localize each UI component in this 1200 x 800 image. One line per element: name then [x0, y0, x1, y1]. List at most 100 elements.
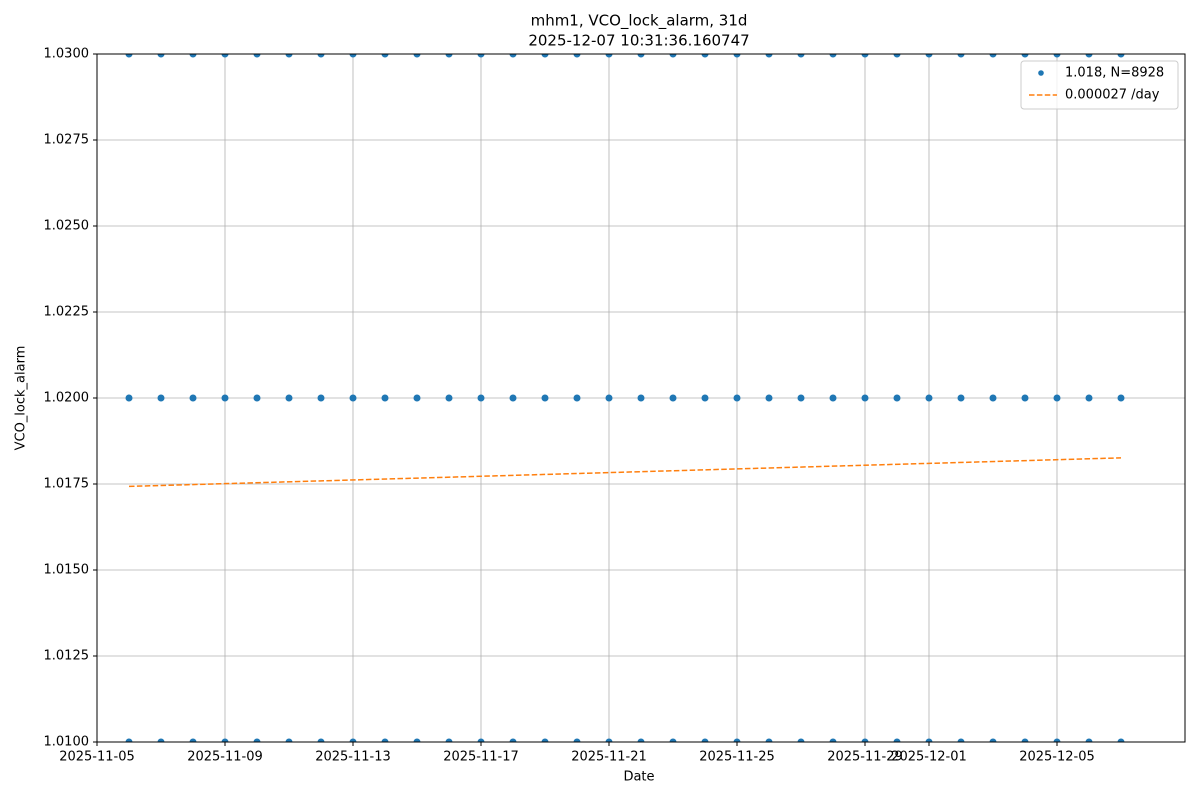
x-tick-label: 2025-12-05	[1019, 750, 1095, 765]
y-tick-label: 1.0175	[44, 477, 90, 492]
data-point	[1021, 54, 1029, 58]
data-point	[957, 394, 965, 402]
data-point	[989, 738, 997, 742]
data-point	[381, 394, 389, 402]
legend-box	[1020, 60, 1179, 110]
y-tick-label: 1.0125	[44, 649, 90, 664]
data-point	[125, 394, 133, 402]
x-axis-label: Date	[623, 770, 654, 785]
data-point	[189, 54, 197, 58]
data-point	[733, 54, 741, 58]
data-point	[765, 394, 773, 402]
plot-area	[125, 54, 1125, 742]
data-point	[637, 394, 645, 402]
data-point	[221, 394, 229, 402]
data-point	[701, 394, 709, 402]
data-point	[285, 394, 293, 402]
data-point	[509, 394, 517, 402]
y-tick-label: 1.0150	[44, 563, 90, 578]
data-point	[189, 738, 197, 742]
data-point	[1021, 394, 1029, 402]
data-point	[541, 54, 549, 58]
data-point	[157, 394, 165, 402]
data-point	[221, 54, 229, 58]
data-point	[573, 54, 581, 58]
data-point	[445, 54, 453, 58]
y-axis-label: VCO_lock_alarm	[14, 346, 29, 451]
data-point	[381, 54, 389, 58]
y-tick-label: 1.0200	[44, 391, 90, 406]
data-point	[541, 738, 549, 742]
y-tick-label: 1.0250	[44, 219, 90, 234]
data-point	[157, 738, 165, 742]
data-point	[413, 738, 421, 742]
data-point	[1117, 54, 1125, 58]
chart-title: mhm1, VCO_lock_alarm, 31d	[531, 12, 748, 31]
data-point	[1117, 738, 1125, 742]
data-point	[349, 394, 357, 402]
data-point	[925, 738, 933, 742]
data-point	[349, 738, 357, 742]
x-tick-label: 2025-12-01	[891, 750, 967, 765]
data-point	[989, 54, 997, 58]
data-point	[637, 738, 645, 742]
data-point	[957, 738, 965, 742]
data-point	[797, 54, 805, 58]
data-point	[861, 54, 869, 58]
data-point	[125, 54, 133, 58]
legend-label: 1.018, N=8928	[1065, 66, 1164, 81]
data-point	[669, 54, 677, 58]
data-point	[317, 54, 325, 58]
data-point	[669, 738, 677, 742]
data-point	[925, 394, 933, 402]
legend-label: 0.000027 /day	[1065, 88, 1160, 103]
data-point	[317, 738, 325, 742]
data-point	[157, 54, 165, 58]
y-tick-label: 1.0275	[44, 133, 90, 148]
data-point	[1085, 54, 1093, 58]
data-point	[253, 54, 261, 58]
data-point	[893, 394, 901, 402]
x-tick-label: 2025-11-05	[59, 750, 135, 765]
data-point	[285, 738, 293, 742]
data-point	[509, 54, 517, 58]
data-point	[1085, 738, 1093, 742]
data-point	[1021, 738, 1029, 742]
y-tick-label: 1.0225	[44, 305, 90, 320]
data-point	[765, 54, 773, 58]
data-point	[285, 54, 293, 58]
data-point	[829, 394, 837, 402]
data-point	[445, 738, 453, 742]
data-point	[701, 738, 709, 742]
data-point	[733, 394, 741, 402]
data-point	[541, 394, 549, 402]
data-point	[637, 54, 645, 58]
data-point	[1053, 54, 1061, 58]
data-point	[509, 738, 517, 742]
data-point	[445, 394, 453, 402]
data-point	[861, 738, 869, 742]
data-point	[413, 54, 421, 58]
data-point	[765, 738, 773, 742]
data-point	[605, 394, 613, 402]
y-tick-label: 1.0100	[44, 735, 90, 750]
data-point	[253, 738, 261, 742]
data-point	[829, 738, 837, 742]
data-point	[797, 394, 805, 402]
x-tick-label: 2025-11-25	[699, 750, 775, 765]
data-point	[349, 54, 357, 58]
data-point	[189, 394, 197, 402]
data-point	[413, 394, 421, 402]
data-point	[797, 738, 805, 742]
data-point	[477, 54, 485, 58]
data-point	[253, 394, 261, 402]
x-tick-label: 2025-11-17	[443, 750, 519, 765]
data-point	[1085, 394, 1093, 402]
chart-subtitle: 2025-12-07 10:31:36.160747	[528, 32, 749, 50]
data-point	[893, 738, 901, 742]
data-point	[861, 394, 869, 402]
x-tick-label: 2025-11-29	[827, 750, 903, 765]
data-point	[1053, 738, 1061, 742]
